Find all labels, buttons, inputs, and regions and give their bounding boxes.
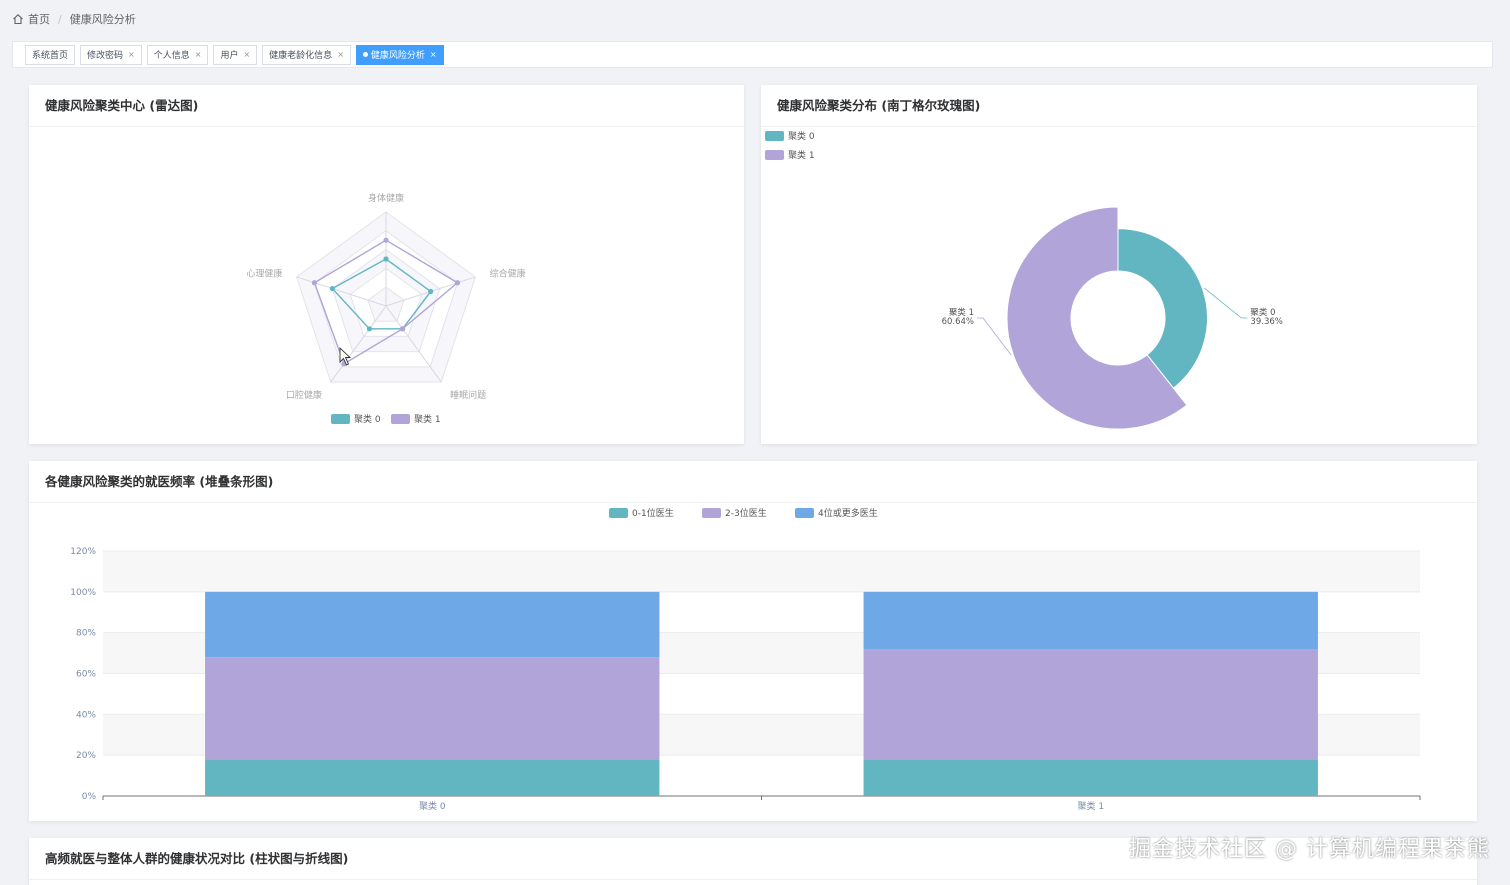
rose-slice [1117, 228, 1208, 389]
home-icon [13, 14, 23, 25]
close-icon[interactable]: × [128, 50, 135, 59]
radar-series-line [313, 239, 459, 365]
active-dot-icon [362, 52, 368, 57]
stacked-bar-segment [863, 649, 1318, 760]
radar-point [399, 326, 406, 332]
tab-label: 用户 [220, 51, 239, 61]
watermark: 掘金技术社区 @ 计算机编程果茶熊 [1129, 837, 1490, 862]
tab-label: 健康老龄化信息 [269, 51, 333, 61]
rose-chart-card: 健康风险聚类分布 (南丁格尔玫瑰图) 聚类 0 聚类 1 聚类 0 39.36% 聚类 … [761, 85, 1477, 444]
radar-indicator-label: 综合健康 [490, 267, 526, 279]
radar-axis-line [385, 305, 442, 383]
radar-axis-line [296, 276, 387, 307]
rose-slice-label: 39.36% [1250, 317, 1282, 327]
legend-label: 聚类 1 [788, 149, 815, 161]
y-tick-label: 80% [76, 629, 96, 639]
y-tick-label: 60% [76, 670, 96, 680]
radar-point [428, 288, 434, 295]
legend-swatch [391, 414, 410, 424]
stacked-bar-segment [205, 759, 660, 796]
stacked-bar-segment [863, 591, 1318, 649]
y-tick-label: 20% [76, 751, 96, 761]
legend-swatch [765, 131, 784, 141]
radar-indicator-label: 心理健康 [246, 267, 282, 279]
tags-view-bar: 系统首页 修改密码 × 个人信息 × 用户 × 健康老龄化信息 × 健康风险分析 × [12, 41, 1493, 68]
legend-label: 聚类 1 [414, 413, 441, 425]
radar-point [454, 280, 461, 286]
rose-label-line [977, 317, 1012, 356]
breadcrumb: 首页 / 健康风险分析 [12, 10, 136, 28]
x-tick-label: 聚类 0 [419, 800, 446, 812]
tab-label: 系统首页 [32, 51, 69, 61]
y-tick-label: 120% [70, 547, 96, 557]
legend-swatch [795, 508, 814, 518]
breadcrumb-home[interactable]: 首页 [28, 13, 50, 26]
tab-label: 个人信息 [153, 51, 190, 61]
breadcrumb-current: 健康风险分析 [69, 13, 136, 26]
compare-chart-title: 高频就医与整体人群的健康状况对比 (柱状图与折线图) [29, 838, 1477, 880]
rose-chart: 聚类 0聚类 1聚类 039.36%聚类 160.64% [765, 130, 1283, 430]
radar-indicator-label: 身体健康 [368, 192, 404, 204]
legend-swatch [765, 150, 784, 160]
close-icon[interactable]: × [337, 50, 344, 59]
y-tick-label: 100% [70, 588, 96, 598]
close-icon[interactable]: × [243, 50, 251, 59]
legend-label: 2-3位医生 [725, 507, 767, 519]
rose-slice-label: 聚类 1 [949, 307, 974, 318]
stacked-bar-segment [205, 591, 660, 658]
tab-3[interactable]: 用户 × [213, 44, 258, 65]
tab-4[interactable]: 健康老龄化信息 × [262, 44, 351, 65]
legend-swatch [702, 508, 721, 518]
tab-label: 修改密码 [87, 51, 124, 61]
radar-axis-line [330, 305, 387, 383]
stacked-bar-chart-title: 各健康风险聚类的就医频率 (堆叠条形图) [29, 461, 1477, 503]
radar-point [311, 280, 318, 286]
x-tick-label: 聚类 1 [1077, 800, 1104, 812]
tab-1[interactable]: 修改密码 × [80, 44, 142, 65]
close-icon[interactable]: × [194, 50, 202, 59]
tab-5[interactable]: 健康风险分析 × [355, 44, 444, 65]
rose-chart-title: 健康风险聚类分布 (南丁格尔玫瑰图) [761, 85, 1477, 127]
radar-point [383, 256, 389, 262]
radar-point [329, 285, 335, 292]
legend-label: 0-1位医生 [632, 507, 674, 519]
stacked-bar-segment [205, 657, 660, 760]
y-tick-label: 0% [82, 792, 97, 802]
radar-indicator-label: 睡眠问题 [450, 389, 486, 401]
stacked-bar-chart-card: 各健康风险聚类的就医频率 (堆叠条形图) 0-1位医生 2-3位医生 4位或更多医生… [29, 461, 1477, 821]
radar-point [383, 237, 389, 243]
mouse-cursor-icon [339, 346, 352, 366]
legend-label: 4位或更多医生 [818, 507, 878, 519]
radar-chart-title: 健康风险聚类中心 (雷达图) [29, 85, 744, 127]
radar-indicator-label: 口腔健康 [286, 389, 322, 401]
breadcrumb-separator: / [58, 12, 62, 26]
grid-band [103, 551, 1420, 592]
rose-slice [1006, 206, 1188, 430]
rose-slice-label: 聚类 0 [1250, 307, 1275, 318]
legend-swatch [609, 508, 628, 518]
compare-chart-card: 高频就医与整体人群的健康状况对比 (柱状图与折线图) [29, 838, 1477, 885]
rose-label-line [1204, 287, 1248, 319]
tab-2[interactable]: 个人信息 × [146, 44, 209, 65]
rose-slice-label: 60.64% [942, 317, 974, 327]
legend-label: 聚类 0 [788, 130, 815, 142]
radar-chart-card: 健康风险聚类中心 (雷达图) 身体健康综合健康睡眠问题 口腔健康 心理健康聚类 0 聚… [29, 85, 744, 444]
stacked-bar-chart: 0-1位医生 2-3位医生 4位或更多医生 0% 20% 40% 60% 80% 100% 120… [70, 507, 1421, 812]
legend-swatch [331, 414, 350, 424]
radar-series-line [331, 258, 432, 330]
legend-label: 聚类 0 [354, 413, 381, 425]
y-tick-label: 40% [76, 710, 96, 720]
stacked-bar-segment [863, 759, 1318, 796]
radar-point [366, 326, 373, 332]
tab-label: 健康风险分析 [370, 51, 425, 61]
close-icon[interactable]: × [429, 50, 437, 59]
tab-0[interactable]: 系统首页 [25, 44, 76, 65]
